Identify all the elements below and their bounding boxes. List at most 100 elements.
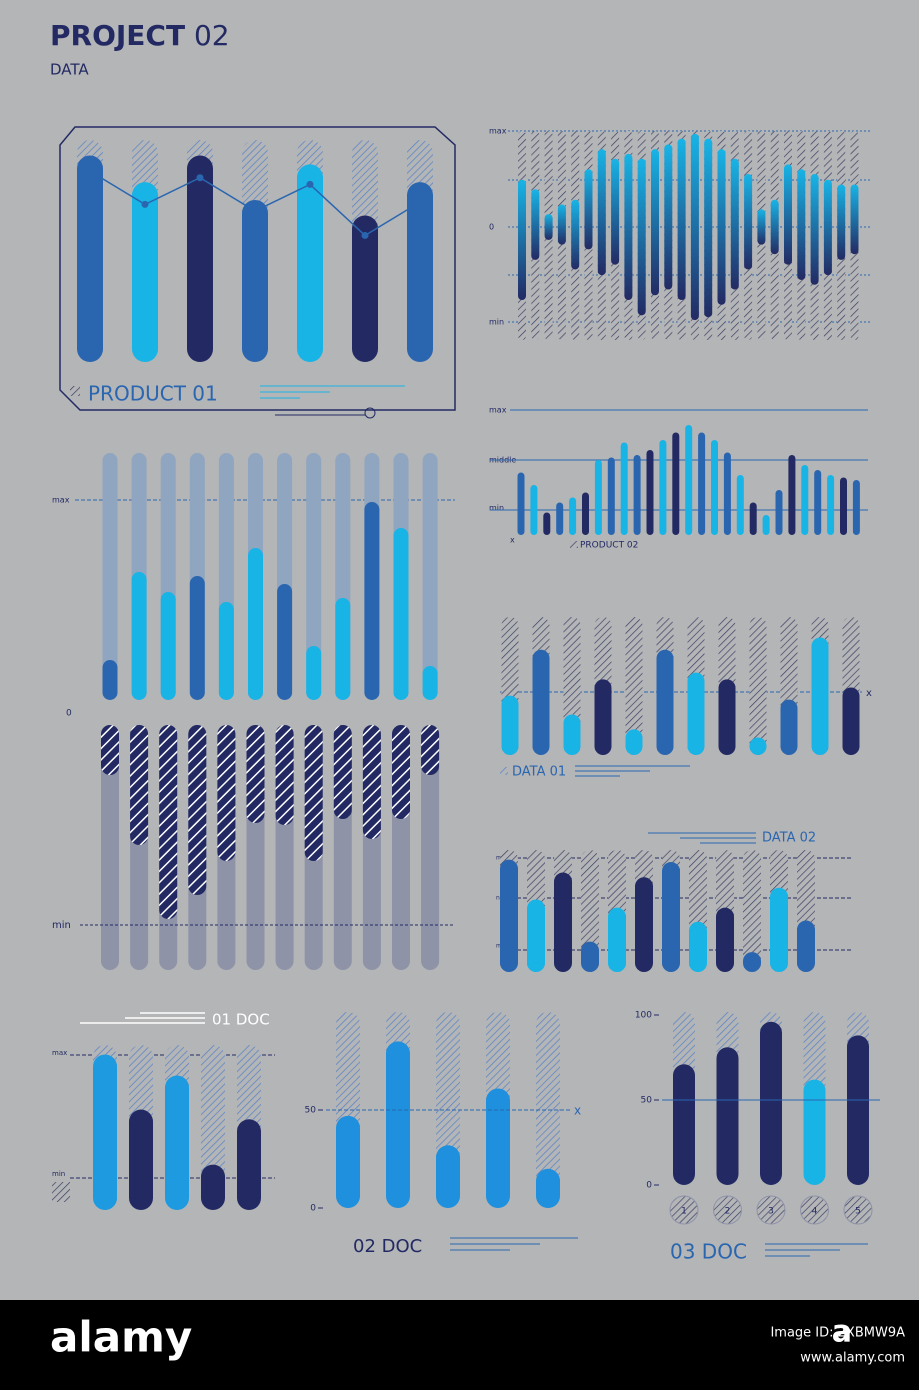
range-bar	[664, 144, 673, 290]
range-bar	[810, 173, 819, 285]
bar	[760, 1021, 782, 1185]
range-bar	[584, 169, 593, 250]
bar	[131, 572, 147, 700]
bar	[635, 877, 653, 972]
deco-line	[575, 765, 690, 777]
deco-line	[260, 385, 405, 399]
bar	[762, 515, 770, 535]
range-bar	[784, 164, 792, 265]
range-bar	[611, 158, 620, 265]
bar	[336, 1115, 360, 1208]
logo: a	[832, 1315, 852, 1350]
bar	[801, 465, 809, 535]
range-bar	[770, 199, 779, 255]
bar	[248, 548, 263, 700]
range-bar	[518, 179, 526, 301]
bar	[543, 512, 551, 535]
bar	[711, 440, 718, 535]
bar	[803, 1079, 826, 1185]
title-bold: PROJECT	[50, 19, 185, 52]
y-tick-label: 0	[310, 1204, 316, 1214]
chart-title: 03 DOC	[670, 1240, 747, 1264]
brand: alamy	[50, 1313, 192, 1362]
bar	[187, 155, 213, 362]
bar	[842, 687, 860, 755]
bar	[672, 432, 680, 535]
bar	[775, 490, 783, 535]
bar	[723, 452, 731, 535]
category-badge	[843, 1195, 873, 1225]
chart-title: PRODUCT 01	[88, 382, 218, 406]
bar	[698, 432, 706, 535]
bar	[814, 470, 822, 535]
range-bar	[837, 184, 846, 260]
bar	[716, 907, 734, 972]
deco-circle	[364, 407, 376, 419]
bar	[93, 1054, 117, 1210]
bar	[556, 502, 564, 535]
track	[422, 453, 438, 700]
bar	[607, 457, 615, 535]
range-bar	[677, 138, 686, 301]
axis-label: 0	[66, 709, 72, 719]
bar	[500, 859, 518, 972]
y-tick-label: 50	[305, 1106, 317, 1116]
range-bar	[744, 173, 753, 270]
bar	[517, 472, 525, 535]
marker: x	[866, 688, 872, 699]
bar	[827, 475, 835, 535]
axis-label: max	[489, 406, 507, 415]
axis-label: 0	[489, 223, 494, 232]
chart-title: PRODUCT 02	[580, 541, 638, 551]
axis-label: max	[52, 496, 70, 505]
category-badge	[669, 1195, 699, 1225]
bar	[101, 725, 119, 775]
bar	[335, 598, 351, 700]
deco-box	[70, 386, 80, 396]
bar	[129, 1109, 153, 1210]
deco-box	[570, 541, 578, 548]
bar	[201, 1164, 225, 1210]
bar	[386, 1041, 410, 1208]
track	[749, 617, 767, 755]
bar	[486, 1088, 510, 1208]
track	[101, 725, 119, 970]
range-bar	[690, 133, 699, 321]
title-regular: 02	[194, 19, 230, 52]
category-badge	[800, 1195, 829, 1225]
line-point	[86, 167, 94, 175]
range-bar	[624, 153, 633, 301]
bar	[246, 725, 265, 823]
range-bar	[637, 158, 646, 316]
bar	[716, 1047, 739, 1185]
bar	[852, 480, 860, 535]
bar	[130, 725, 149, 845]
axis-label: min	[489, 318, 504, 327]
bar	[393, 528, 409, 700]
bar	[532, 649, 550, 755]
x-tick-label: 4	[812, 1207, 818, 1217]
bar	[633, 455, 641, 535]
bar	[421, 725, 440, 775]
chart-title: DATA 01	[512, 765, 566, 780]
image-id: Image ID: 2XBMW9A	[770, 1326, 905, 1341]
range-bar	[544, 214, 553, 240]
range-bar	[571, 199, 580, 270]
bar	[422, 666, 438, 700]
range-bar	[704, 138, 713, 318]
axis-label: min	[52, 1170, 65, 1178]
x-tick-label: 1	[681, 1207, 687, 1217]
bar	[160, 592, 176, 700]
bar	[237, 1119, 261, 1210]
track	[743, 850, 761, 972]
range-bar	[717, 149, 726, 305]
bar	[811, 637, 829, 755]
bar	[625, 729, 643, 755]
track	[625, 617, 643, 755]
bar	[188, 725, 207, 895]
y-tick-label: 100	[635, 1011, 652, 1021]
bar	[685, 425, 693, 535]
track	[421, 725, 440, 970]
bar	[646, 450, 654, 535]
bar	[392, 725, 410, 819]
